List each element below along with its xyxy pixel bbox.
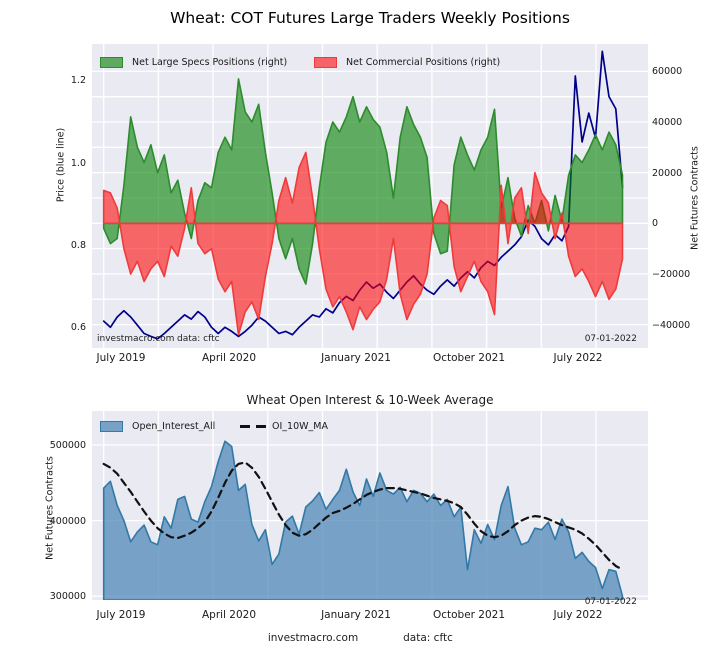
top-left-tick-3: 0.6 [70,322,86,334]
legend-label-oi-10w-ma: OI_10W_MA [272,421,328,432]
top-left-tick-0: 1.2 [70,75,86,87]
footer-watermark-investmacro: investmacro.com [267,632,359,644]
bottom-xtick-0: July 2019 [96,609,146,621]
legend-label-open-interest: Open_Interest_All [132,421,216,432]
top-right-tick-5: −40000 [652,319,691,331]
footer-data-source: data: cftc [403,632,453,644]
bottom-left-tick-2: 300000 [49,591,86,603]
top-xtick-2: January 2021 [321,352,391,364]
bottom-left-axis-label: Net Futures Contracts [44,456,56,560]
legend-label-net-commercial: Net Commercial Positions (right) [346,57,501,68]
legend-swatch-red-icon [314,57,337,68]
bottom-chart-axes [92,411,648,600]
bottom-xtick-1: April 2020 [201,609,257,621]
bottom-xtick-3: October 2021 [432,609,506,621]
legend-item-oi-10w-ma: OI_10W_MA [240,420,328,433]
top-right-tick-2: 20000 [652,167,683,179]
legend-item-open-interest: Open_Interest_All [100,420,215,433]
top-xtick-0: July 2019 [96,352,146,364]
top-chart-title: Wheat: COT Futures Large Traders Weekly … [170,9,570,27]
bottom-left-tick-0: 500000 [49,440,86,451]
top-xtick-4: July 2022 [553,352,603,364]
top-right-tick-1: 40000 [652,117,683,128]
bottom-left-tick-1: 400000 [49,515,86,527]
top-left-tick-1: 1.0 [70,157,86,169]
bottom-xtick-4: July 2022 [553,609,603,621]
date-annotation-bottom: 07-01-2022 [584,597,637,607]
legend-swatch-blue-icon [100,421,123,432]
top-xtick-1: April 2020 [201,352,257,364]
legend-swatch-green-icon [100,57,123,68]
top-chart-axes [92,44,648,348]
top-xtick-3: October 2021 [432,352,506,364]
data-source-note-top: data: cftc [177,334,220,344]
bottom-chart-canvas [92,411,648,600]
top-left-tick-2: 0.8 [70,239,86,251]
legend-label-net-large-specs: Net Large Specs Positions (right) [132,57,288,68]
date-annotation-top: 07-01-2022 [584,334,637,344]
legend-item-net-commercial: Net Commercial Positions (right) [314,56,500,69]
watermark-investmacro-top: investmacro.com [97,334,175,344]
top-chart-canvas [92,44,648,348]
top-right-tick-4: −20000 [652,268,691,280]
top-right-tick-0: 60000 [652,66,683,78]
top-right-tick-3: 0 [652,218,659,230]
legend-item-net-large-specs: Net Large Specs Positions (right) [100,56,287,69]
legend-dash-sample-icon [240,425,266,428]
bottom-xtick-2: January 2021 [321,609,391,621]
bottom-chart-title: Wheat Open Interest & 10-Week Average [246,393,494,407]
top-right-axis-label: Net Futures Contracts [689,146,701,250]
